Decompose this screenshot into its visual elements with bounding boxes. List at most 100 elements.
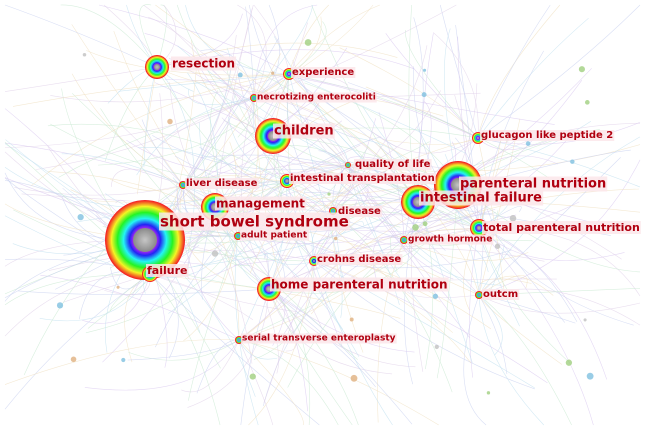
link (245, 6, 255, 99)
node-label: home parenteral nutrition (270, 277, 449, 292)
link (444, 28, 459, 186)
link (288, 4, 380, 75)
link (288, 73, 346, 284)
label-text: crohns disease (317, 254, 401, 265)
node-ring (478, 227, 480, 229)
link (35, 73, 290, 170)
label-text: growth hormone (408, 235, 492, 245)
minor-node (327, 192, 331, 196)
node-label: adult patient (240, 230, 309, 241)
link (457, 36, 480, 229)
link (288, 73, 467, 154)
node-label: intestinal failure (419, 190, 544, 206)
node-ring (156, 66, 158, 68)
minor-node (432, 293, 438, 299)
link (238, 339, 274, 426)
node-label: growth hormone (407, 234, 494, 245)
link (417, 201, 473, 363)
link (436, 184, 459, 379)
link (155, 4, 349, 166)
minor-node (77, 213, 84, 221)
label-highlight (316, 254, 403, 265)
node-label: glucagon like peptide 2 (480, 130, 615, 141)
label-highlight (171, 56, 237, 71)
label-text: outcm (483, 289, 518, 300)
node-ring (238, 339, 240, 341)
link (237, 4, 267, 99)
label-highlight (159, 212, 350, 231)
link (165, 79, 255, 99)
link (61, 153, 184, 186)
link (143, 4, 274, 137)
label-highlight (215, 196, 307, 211)
label-highlight (482, 289, 520, 300)
link (313, 235, 371, 262)
link (176, 4, 288, 182)
link (87, 180, 288, 329)
link (126, 139, 349, 175)
label-text: disease (338, 206, 381, 217)
link (288, 73, 550, 179)
link (477, 4, 561, 139)
link (477, 4, 641, 139)
label-text: intestinal transplantation (290, 173, 435, 184)
link (48, 249, 315, 271)
minor-node (70, 356, 77, 363)
link (478, 294, 503, 356)
link (416, 126, 480, 296)
label-text: liver disease (186, 178, 258, 189)
label-text: intestinal failure (420, 191, 542, 206)
node-label: failure (146, 264, 189, 277)
link (4, 97, 255, 148)
link (31, 73, 290, 187)
link (238, 339, 339, 426)
link (332, 45, 428, 212)
link (85, 235, 239, 334)
label-text: resection (172, 57, 235, 71)
link (413, 66, 480, 229)
link (50, 73, 290, 103)
link (109, 178, 184, 191)
minor-node (249, 373, 256, 380)
node-ring (313, 260, 315, 262)
minor-node (304, 39, 312, 46)
link (98, 4, 290, 75)
minor-node (82, 52, 87, 57)
node-ring (477, 137, 479, 139)
link (238, 339, 304, 426)
link (21, 193, 216, 208)
label-highlight (459, 176, 608, 192)
link (139, 4, 158, 68)
minor-node (525, 141, 531, 146)
label-text: management (216, 197, 305, 211)
minor-node (486, 391, 491, 395)
link (58, 97, 255, 178)
link (385, 33, 479, 139)
label-highlight (241, 333, 397, 344)
label-highlight (146, 264, 189, 277)
minor-node (584, 100, 590, 105)
link (237, 209, 496, 244)
label-text: serial transverse enteroplasty (242, 334, 396, 344)
link (316, 189, 480, 229)
minor-node (271, 71, 275, 75)
link (252, 237, 315, 265)
link (210, 90, 239, 237)
minor-node (211, 250, 219, 257)
minor-node (586, 372, 594, 380)
link (457, 184, 634, 326)
link (149, 273, 320, 426)
link (478, 294, 508, 375)
link (272, 4, 329, 137)
link (324, 172, 480, 296)
link (238, 236, 437, 341)
link (71, 24, 184, 186)
link (296, 229, 480, 296)
link (196, 339, 240, 394)
label-text: home parenteral nutrition (271, 278, 448, 292)
minor-node (434, 344, 439, 350)
minor-node (116, 285, 120, 289)
label-highlight (337, 206, 383, 217)
link (253, 4, 457, 99)
